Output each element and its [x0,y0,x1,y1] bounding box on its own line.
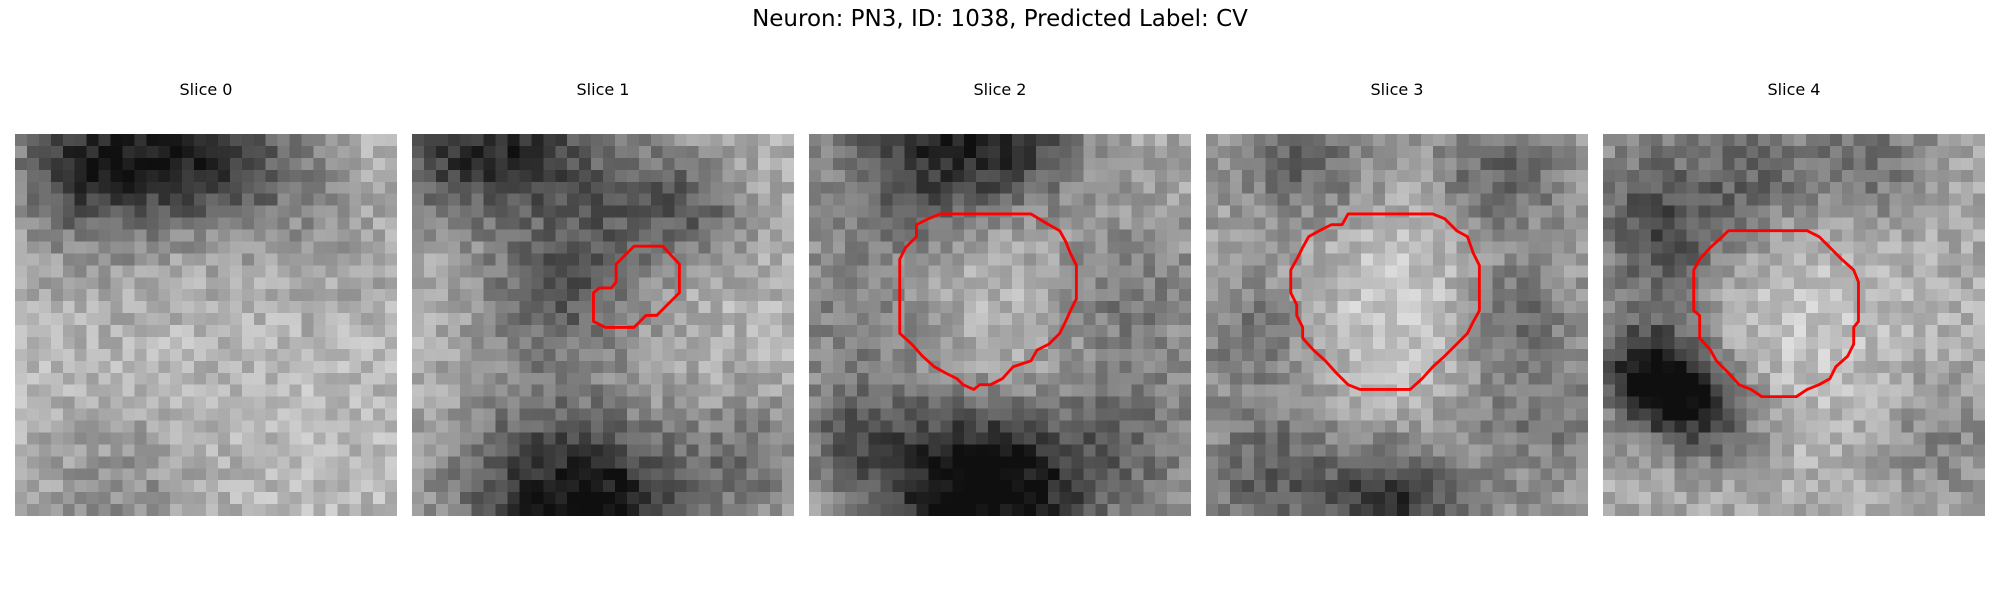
slice-image-canvas [1603,134,1985,516]
slice-image [1603,134,1985,516]
slice-image [1206,134,1588,516]
contour-overlay [1289,212,1481,391]
slice-image [412,134,794,516]
slice-image-canvas [1206,134,1588,516]
slice-title: Slice 3 [1370,80,1424,99]
slice-image [15,134,397,516]
slice-title: Slice 0 [179,80,233,99]
slice-image-canvas [809,134,1191,516]
figure-title: Neuron: PN3, ID: 1038, Predicted Label: … [752,6,1248,32]
segmentation-contour [898,212,1078,391]
slice-title: Slice 4 [1767,80,1821,99]
slice-image-canvas [15,134,397,516]
contour-overlay [1692,229,1860,399]
segmentation-contour [1692,229,1860,399]
segmentation-contour [592,244,681,329]
slice-image [809,134,1191,516]
contour-overlay [898,212,1078,391]
segmentation-contour [1289,212,1481,391]
contour-overlay [15,134,397,516]
contour-overlay [592,244,681,329]
slice-title: Slice 2 [973,80,1027,99]
slice-title: Slice 1 [576,80,630,99]
